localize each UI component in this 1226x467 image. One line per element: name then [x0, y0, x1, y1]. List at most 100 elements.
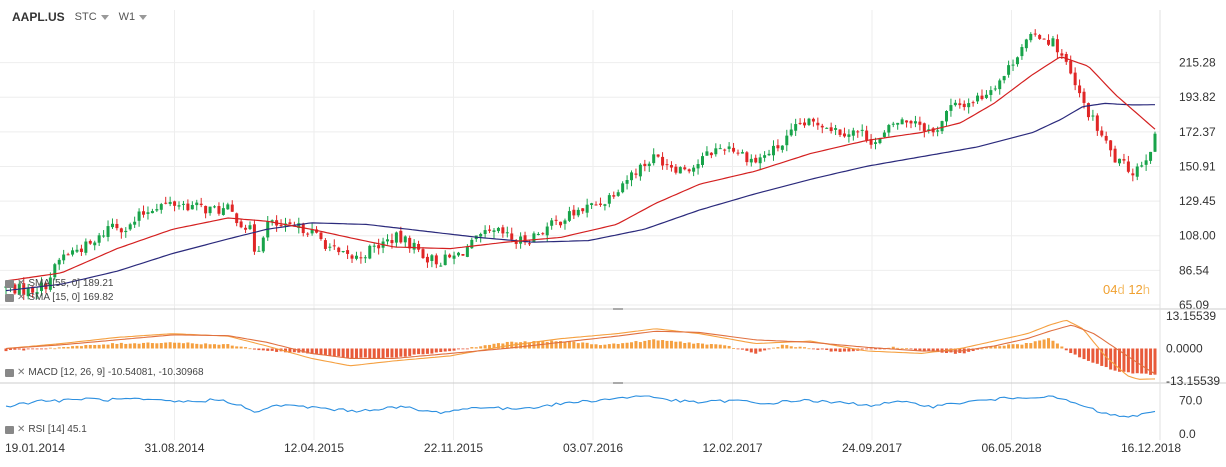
candle-body	[57, 259, 61, 265]
macd-histogram-bar	[155, 343, 159, 349]
candle-body	[88, 240, 92, 244]
macd-histogram-bar	[88, 344, 92, 349]
candle-body	[656, 154, 660, 157]
macd-histogram-bar	[66, 346, 70, 349]
candle-body	[252, 224, 256, 252]
pane-resize-handle[interactable]	[613, 382, 623, 384]
y-tick-label: -13.15539	[1166, 374, 1220, 388]
candle-body	[1149, 151, 1153, 161]
macd-histogram-bar	[842, 348, 846, 352]
x-tick-label: 03.07.2016	[563, 441, 623, 455]
candle-body	[514, 240, 518, 244]
macd-histogram-bar	[700, 343, 704, 349]
candle-body	[1122, 159, 1126, 161]
macd-histogram-bar	[1086, 348, 1090, 361]
y-tick-label: 86.54	[1179, 263, 1209, 277]
close-icon[interactable]: ✕	[17, 367, 26, 378]
macd-histogram-bar	[980, 348, 984, 350]
macd-histogram-bar	[576, 343, 580, 349]
timeframe-dropdown[interactable]: W1	[119, 11, 148, 23]
macd-histogram-bar	[252, 348, 256, 350]
candle-body	[470, 239, 474, 249]
macd-histogram-bar	[394, 348, 398, 358]
macd-histogram-bar	[1122, 348, 1126, 372]
x-tick-label: 19.01.2014	[5, 441, 65, 455]
macd-histogram-bar	[900, 348, 904, 350]
candle-body	[749, 158, 753, 163]
macd-histogram-bar	[439, 348, 443, 353]
candle-body	[230, 204, 234, 212]
macd-histogram-bar	[1144, 348, 1148, 374]
pane-resize-handle[interactable]	[613, 308, 623, 310]
macd-histogram-bar	[1020, 344, 1024, 349]
close-icon[interactable]: ✕	[17, 424, 26, 435]
macd-histogram-bar	[443, 348, 447, 352]
candle-body	[594, 204, 598, 206]
legend-sma-slow: ✕ SMA [55, 0] 189.21	[5, 278, 113, 289]
candle-body	[53, 264, 57, 278]
macd-histogram-bar	[798, 346, 802, 349]
candle-body	[177, 205, 181, 207]
macd-histogram-bar	[807, 348, 811, 350]
legend-macd: ✕ MACD [12, 26, 9] -10.54081, -10.30968	[5, 367, 204, 378]
candle-body	[377, 245, 381, 249]
candle-body	[621, 183, 625, 193]
candle-body	[372, 245, 376, 247]
indicator-settings-icon[interactable]	[5, 425, 14, 434]
candle-body	[652, 154, 656, 164]
candle-body	[1002, 76, 1006, 81]
macd-histogram-bar	[119, 342, 123, 349]
macd-histogram-bar	[177, 342, 181, 349]
candle-body	[683, 167, 687, 170]
x-tick-label: 06.05.2018	[981, 441, 1041, 455]
candle-body	[341, 251, 345, 253]
macd-histogram-bar	[834, 348, 838, 352]
macd-histogram-bar	[4, 348, 8, 352]
legend-macd-text: MACD [12, 26, 9] -10.54081, -10.30968	[28, 367, 204, 378]
candle-body	[465, 247, 469, 257]
macd-histogram-bar	[567, 341, 571, 349]
candle-body	[1113, 148, 1117, 163]
candle-body	[842, 133, 846, 137]
candle-body	[217, 206, 221, 214]
macd-histogram-bar	[359, 348, 363, 358]
macd-histogram-bar	[559, 341, 563, 349]
macd-histogram-bar	[1109, 348, 1113, 370]
indicator-settings-icon[interactable]	[5, 293, 14, 302]
candle-body	[598, 203, 602, 205]
indicator-settings-icon[interactable]	[5, 279, 14, 288]
candle-body	[803, 122, 807, 126]
macd-histogram-bar	[115, 343, 119, 349]
macd-histogram-bar	[306, 348, 310, 354]
close-icon[interactable]: ✕	[17, 278, 26, 289]
close-icon[interactable]: ✕	[17, 292, 26, 303]
candle-body	[457, 252, 461, 256]
candle-body	[488, 229, 492, 231]
macd-histogram-bar	[1042, 339, 1046, 349]
legend-sma-fast: ✕ SMA [15, 0] 169.82	[5, 292, 113, 303]
macd-histogram-bar	[315, 348, 319, 354]
category-dropdown[interactable]: STC	[75, 11, 109, 23]
macd-histogram-bar	[1100, 348, 1104, 366]
candle-body	[66, 254, 70, 256]
macd-histogram-bar	[1029, 343, 1033, 349]
macd-histogram-bar	[354, 348, 358, 359]
candle-body	[1064, 54, 1068, 62]
macd-histogram-bar	[412, 348, 416, 355]
candle-body	[820, 125, 824, 128]
macd-histogram-bar	[851, 348, 855, 352]
candle-body	[394, 232, 398, 243]
candle-body	[75, 249, 79, 252]
macd-histogram-bar	[590, 344, 594, 349]
indicator-settings-icon[interactable]	[5, 368, 14, 377]
macd-histogram-bar	[909, 348, 913, 350]
candle-body	[554, 219, 558, 221]
macd-histogram-bar	[736, 348, 740, 350]
candle-body	[785, 135, 789, 146]
macd-histogram-bar	[26, 348, 30, 350]
macd-histogram-bar	[221, 344, 225, 349]
candle-body	[780, 145, 784, 150]
macd-histogram-bar	[390, 348, 394, 358]
macd-histogram-bar	[44, 348, 48, 350]
